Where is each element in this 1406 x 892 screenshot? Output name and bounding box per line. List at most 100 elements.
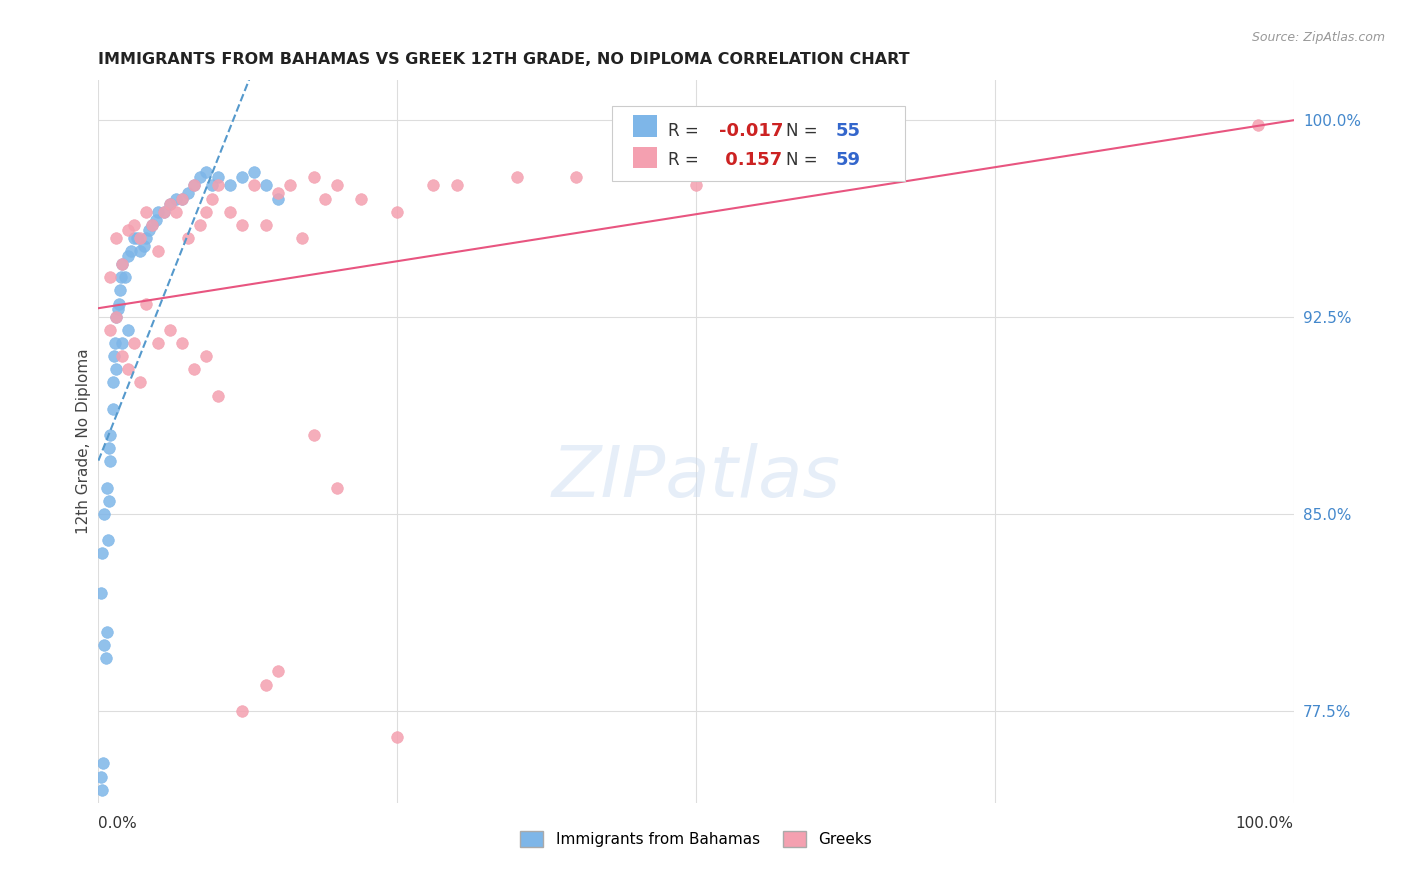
Point [111,257,134,271]
Point [172,192,194,206]
Point [201,178,224,193]
Point [98,428,122,442]
Point [207,388,229,402]
Point [254,218,277,232]
Point [1247,118,1270,132]
Point [120,244,142,258]
Point [201,192,224,206]
Point [107,301,129,316]
Point [98,441,121,455]
Point [165,192,187,206]
Point [291,231,314,245]
Point [159,323,181,337]
Point [117,362,139,376]
Point [254,677,277,691]
Point [243,165,266,179]
Point [153,204,176,219]
Point [165,204,187,219]
Point [183,178,205,193]
Point [97,533,120,547]
Point [108,284,131,298]
Point [188,218,211,232]
Point [243,178,266,193]
Point [110,270,132,285]
Point [103,349,125,363]
Point [125,231,148,245]
Point [565,170,588,185]
Point [159,196,181,211]
Point [91,756,114,771]
Text: N =: N = [786,151,823,169]
Point [101,401,124,416]
Point [446,178,468,193]
Point [111,336,134,351]
Point [804,152,827,166]
Point [195,204,218,219]
Point [114,270,136,285]
Point [207,178,229,193]
Point [105,362,128,376]
Point [98,270,122,285]
Point [117,249,139,263]
Point [124,218,146,232]
Text: 59: 59 [835,151,860,169]
Text: Source: ZipAtlas.com: Source: ZipAtlas.com [1251,31,1385,45]
Point [94,651,117,665]
Point [326,481,349,495]
Point [124,336,146,351]
Point [90,585,112,599]
Point [207,170,229,185]
Y-axis label: 12th Grade, No Diploma: 12th Grade, No Diploma [76,349,91,534]
Point [117,323,139,337]
Point [148,204,170,219]
Point [129,244,152,258]
Point [685,178,707,193]
Point [385,730,409,744]
Point [111,257,134,271]
Point [91,782,114,797]
Legend: Immigrants from Bahamas, Greeks: Immigrants from Bahamas, Greeks [515,825,877,853]
FancyBboxPatch shape [633,115,657,136]
Point [219,204,242,219]
Point [105,231,128,245]
Point [145,212,167,227]
Point [183,362,205,376]
Text: R =: R = [668,151,704,169]
Point [177,231,200,245]
Text: 0.157: 0.157 [718,151,782,169]
Point [231,218,253,232]
Point [506,170,529,185]
FancyBboxPatch shape [613,105,905,181]
Point [267,192,290,206]
Text: ZIPatlas: ZIPatlas [551,443,841,512]
Point [135,231,157,245]
Point [129,231,152,245]
Point [93,638,115,652]
Point [177,186,200,201]
Point [101,376,124,390]
Point [231,704,253,718]
Point [350,192,373,206]
Point [153,204,176,219]
Text: N =: N = [786,122,823,140]
Point [96,481,118,495]
Point [326,178,349,193]
Point [195,349,218,363]
Point [90,770,112,784]
Text: 100.0%: 100.0% [1236,816,1294,831]
Point [141,218,163,232]
Point [148,244,170,258]
Point [91,546,114,560]
Point [278,178,301,193]
Point [385,204,409,219]
Point [124,231,146,245]
Point [267,665,290,679]
Point [104,336,127,351]
Point [172,336,194,351]
Point [626,165,648,179]
Point [129,376,152,390]
Point [315,192,337,206]
FancyBboxPatch shape [633,146,657,169]
Point [111,349,134,363]
Point [141,218,163,232]
